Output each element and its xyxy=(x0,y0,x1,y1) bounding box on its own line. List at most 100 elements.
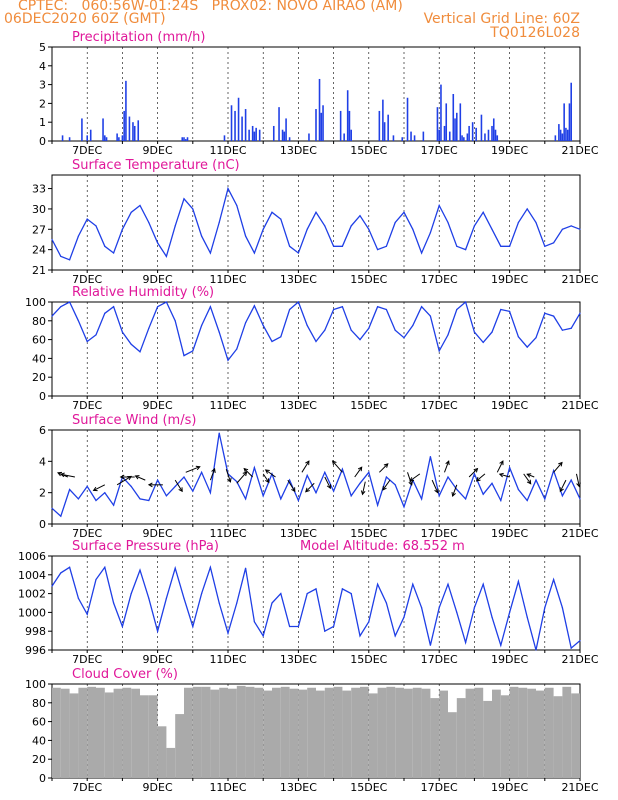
panel-frame xyxy=(51,429,581,525)
wind-arrow-head xyxy=(211,467,216,473)
series-point xyxy=(227,187,229,190)
precip-bar xyxy=(244,109,247,141)
series-point xyxy=(104,245,106,247)
series-point xyxy=(297,252,299,254)
precip-bar xyxy=(81,118,83,141)
cloud-bar xyxy=(395,687,404,778)
precip-bar xyxy=(116,133,118,141)
series-point xyxy=(306,228,308,230)
x-tick-label: 21DEC xyxy=(561,653,598,666)
wind-arrow xyxy=(496,460,504,473)
precip-bar xyxy=(184,139,187,141)
precip-bar xyxy=(121,135,124,141)
series-point xyxy=(262,324,264,327)
y-tick-label: 80 xyxy=(32,697,46,710)
wind-arrow-head xyxy=(408,480,413,486)
wind-arrow xyxy=(243,468,253,478)
precip-bar xyxy=(456,112,458,141)
precip-bar xyxy=(186,137,189,141)
series-point xyxy=(192,350,194,352)
precip-bar xyxy=(452,94,455,141)
cloud-bar xyxy=(368,693,378,778)
series-point xyxy=(333,308,335,311)
y-tick-label: 1004 xyxy=(18,569,46,582)
precip-bar xyxy=(410,131,412,141)
x-tick-label: 11DEC xyxy=(209,653,246,666)
series-point xyxy=(385,602,387,604)
series-point xyxy=(157,479,159,481)
series-point xyxy=(306,593,308,595)
x-tick-label: 17DEC xyxy=(421,399,458,412)
series-point xyxy=(262,635,264,637)
wind-arrow-head xyxy=(57,471,63,477)
cloud-bar xyxy=(60,688,70,778)
precip-bar xyxy=(285,118,287,141)
series-point xyxy=(262,495,264,497)
series-point xyxy=(500,499,502,502)
precip-bar xyxy=(487,129,490,141)
wind-arrow xyxy=(332,460,343,473)
x-tick-label: 19DEC xyxy=(491,144,528,157)
cloud-bar xyxy=(228,688,237,778)
series-point xyxy=(394,221,396,224)
series-point xyxy=(174,567,176,569)
y-tick-label: 0 xyxy=(39,518,46,531)
series-point xyxy=(77,320,79,322)
wind-arrow-head xyxy=(242,471,248,477)
series-point xyxy=(324,329,326,331)
cloud-bar xyxy=(474,687,484,778)
cloud-bar xyxy=(104,692,114,778)
series-point xyxy=(517,488,520,491)
wind-arrow xyxy=(324,476,331,489)
wind-arrow xyxy=(476,473,486,482)
series-point xyxy=(429,232,431,234)
panel-title: Surface Wind (m/s) xyxy=(72,413,196,428)
cloud-bar xyxy=(333,686,343,778)
cloud-bar xyxy=(456,698,466,778)
series-point xyxy=(429,315,431,317)
series-point xyxy=(517,580,520,582)
y-tick-label: 20 xyxy=(32,371,46,384)
series-point xyxy=(394,484,396,486)
panel-annotation: Model Altitude: 68.552 m xyxy=(300,539,465,554)
x-tick-label: 11DEC xyxy=(209,273,246,286)
x-tick-label: 15DEC xyxy=(350,653,387,666)
x-tick-label: 17DEC xyxy=(421,144,458,157)
wind-arrow xyxy=(468,468,478,478)
series-point xyxy=(491,616,493,618)
precip-bar xyxy=(378,110,381,141)
series-point xyxy=(368,228,370,230)
precip-bar xyxy=(438,129,440,141)
cloud-bar xyxy=(324,687,334,778)
series-point xyxy=(315,340,317,343)
precip-bar xyxy=(241,116,243,141)
cloud-bar xyxy=(439,690,448,778)
series-point xyxy=(561,495,564,497)
series-point xyxy=(236,204,238,207)
y-tick-label: 21 xyxy=(32,264,46,277)
x-tick-label: 21DEC xyxy=(561,273,598,286)
precip-bar xyxy=(454,118,456,141)
series-point xyxy=(526,208,528,210)
cloud-bar xyxy=(245,686,255,778)
series-point xyxy=(201,324,203,327)
series-point xyxy=(95,334,97,336)
series-point xyxy=(491,331,493,333)
precip-bar xyxy=(315,109,317,141)
series-point xyxy=(570,647,572,649)
x-tick-label: 7DEC xyxy=(72,144,102,157)
cloud-bar xyxy=(536,690,545,778)
series-point xyxy=(236,481,238,483)
wind-arrow-head xyxy=(451,492,456,497)
wind-arrow-head xyxy=(475,476,481,482)
series-point xyxy=(306,474,308,477)
wind-arrow xyxy=(265,469,276,478)
precip-bar xyxy=(322,105,324,141)
wind-arrow-head xyxy=(305,487,310,493)
precip-bar xyxy=(350,129,352,141)
series-point xyxy=(473,331,475,333)
series-point xyxy=(412,583,414,585)
series-point xyxy=(157,242,159,244)
panel-frame xyxy=(51,301,581,397)
series-point xyxy=(412,228,414,230)
